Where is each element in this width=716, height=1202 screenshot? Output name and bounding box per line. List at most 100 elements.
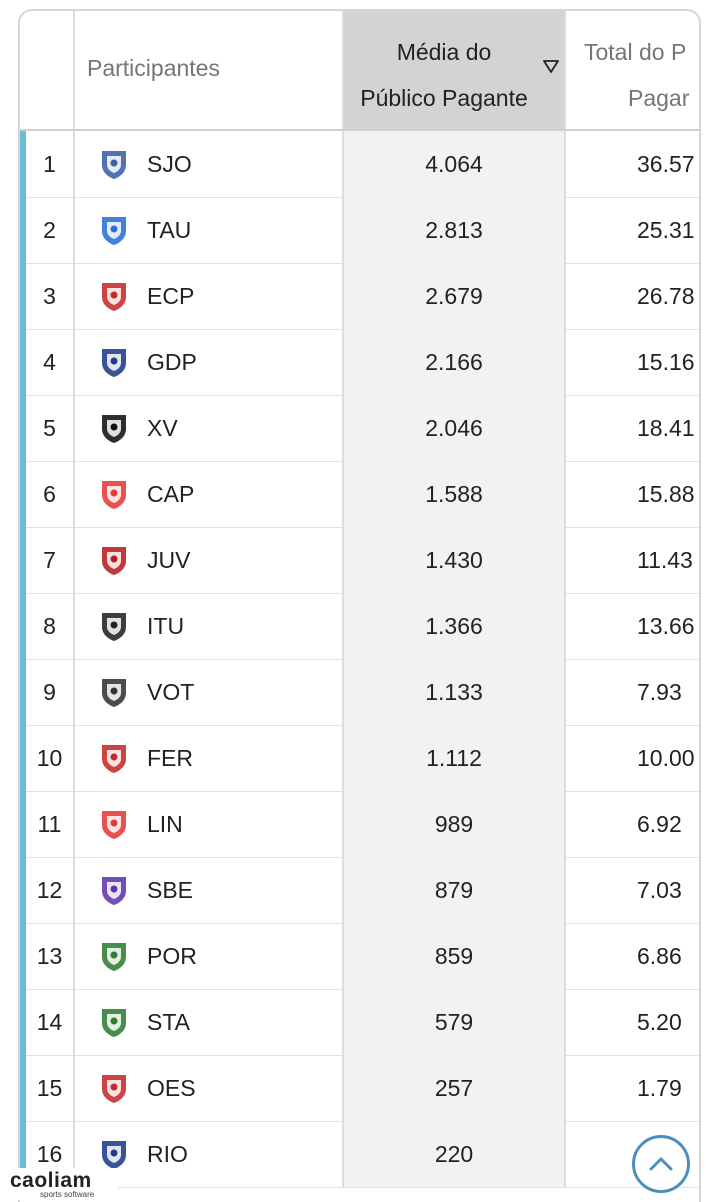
row-total-value: 36.57 <box>637 151 695 177</box>
header-average-attendance[interactable]: Média do Público Pagante <box>344 11 566 129</box>
row-rank: 15 <box>26 1055 75 1121</box>
row-total-value: 5.20 <box>637 1009 682 1035</box>
row-average-attendance: 2.046 <box>344 395 566 461</box>
row-accent-bar <box>20 395 26 461</box>
row-total-value: 7.03 <box>637 877 682 903</box>
team-crest-icon <box>102 877 126 905</box>
row-accent-bar <box>20 131 26 197</box>
table-row[interactable]: 3 ECP 2.679 26.78 <box>20 263 699 330</box>
row-team-abbr: CAP <box>147 481 195 507</box>
ranking-table: Participantes Média do Público Pagante T… <box>18 9 701 1202</box>
table-row[interactable]: 4 GDP 2.166 15.16 <box>20 329 699 396</box>
header-total-attendance[interactable]: Total do P Pagar <box>566 11 699 129</box>
table-row[interactable]: 7 JUV 1.430 11.43 <box>20 527 699 594</box>
table-row[interactable]: 8 ITU 1.366 13.66 <box>20 593 699 660</box>
row-total-attendance: 18.41 <box>566 395 699 461</box>
row-participant: RIO <box>75 1121 344 1187</box>
row-rank: 5 <box>26 395 75 461</box>
row-total-value: 10.00 <box>637 745 695 771</box>
row-rank: 6 <box>26 461 75 527</box>
row-participant: CAP <box>75 461 344 527</box>
row-total-value: 25.31 <box>637 217 695 243</box>
row-accent-bar <box>20 461 26 527</box>
row-average-attendance: 2.679 <box>344 263 566 329</box>
header-participants[interactable]: Participantes <box>75 11 344 129</box>
row-participant: VOT <box>75 659 344 725</box>
row-team-abbr: JUV <box>147 547 191 573</box>
watermark-brand: caoliam <box>10 1169 92 1192</box>
row-team-abbr: SJO <box>147 151 192 177</box>
table-row[interactable]: 15 OES 257 1.79 <box>20 1055 699 1122</box>
table-row[interactable]: 2 TAU 2.813 25.31 <box>20 197 699 264</box>
table-row[interactable]: 10 FER 1.112 10.00 <box>20 725 699 792</box>
row-participant: POR <box>75 923 344 989</box>
scroll-to-top-button[interactable] <box>632 1135 690 1193</box>
row-participant: STA <box>75 989 344 1055</box>
team-crest-icon <box>102 745 126 773</box>
row-rank: 13 <box>26 923 75 989</box>
row-participant: LIN <box>75 791 344 857</box>
row-accent-bar <box>20 527 26 593</box>
row-rank: 12 <box>26 857 75 923</box>
table-row[interactable]: 9 VOT 1.133 7.93 <box>20 659 699 726</box>
row-total-attendance: 6.86 <box>566 923 699 989</box>
row-total-value: 26.78 <box>637 283 695 309</box>
team-crest-icon <box>102 811 126 839</box>
team-crest-icon <box>102 613 126 641</box>
team-crest-icon <box>102 151 126 179</box>
row-team-abbr: POR <box>147 943 197 969</box>
team-crest-icon <box>102 1141 126 1169</box>
team-crest-icon <box>102 349 126 377</box>
row-total-attendance: 25.31 <box>566 197 699 263</box>
row-total-value: 13.66 <box>637 613 695 639</box>
row-accent-bar <box>20 659 26 725</box>
row-rank: 2 <box>26 197 75 263</box>
chevron-up-icon <box>649 1157 673 1171</box>
table-row[interactable]: 1 SJO 4.064 36.57 <box>20 131 699 198</box>
row-accent-bar <box>20 989 26 1055</box>
row-rank: 4 <box>26 329 75 395</box>
row-total-attendance: 36.57 <box>566 131 699 197</box>
sort-desc-icon[interactable] <box>542 57 560 75</box>
row-total-attendance: 1.79 <box>566 1055 699 1121</box>
table-row[interactable]: 12 SBE 879 7.03 <box>20 857 699 924</box>
table-row[interactable]: 11 LIN 989 6.92 <box>20 791 699 858</box>
row-rank: 16 <box>26 1121 75 1187</box>
table-row[interactable]: 16 RIO 220 <box>20 1121 699 1188</box>
row-accent-bar <box>20 593 26 659</box>
team-crest-icon <box>102 1009 126 1037</box>
row-total-attendance: 11.43 <box>566 527 699 593</box>
row-rank: 3 <box>26 263 75 329</box>
table-row[interactable]: 14 STA 579 5.20 <box>20 989 699 1056</box>
table-row[interactable]: 5 XV 2.046 18.41 <box>20 395 699 462</box>
row-accent-bar <box>20 725 26 791</box>
row-total-attendance: 5.20 <box>566 989 699 1055</box>
row-total-attendance: 13.66 <box>566 593 699 659</box>
row-average-attendance: 1.366 <box>344 593 566 659</box>
row-accent-bar <box>20 857 26 923</box>
row-team-abbr: SBE <box>147 877 194 903</box>
header-participants-label: Participantes <box>87 55 220 81</box>
row-team-abbr: GDP <box>147 349 197 375</box>
table-row[interactable]: 13 POR 859 6.86 <box>20 923 699 990</box>
row-rank: 7 <box>26 527 75 593</box>
row-accent-bar <box>20 329 26 395</box>
row-average-attendance: 579 <box>344 989 566 1055</box>
row-team-abbr: RIO <box>147 1141 188 1167</box>
row-average-attendance: 1.430 <box>344 527 566 593</box>
row-rank: 10 <box>26 725 75 791</box>
row-average-attendance: 1.588 <box>344 461 566 527</box>
row-team-abbr: ECP <box>147 283 195 309</box>
table-row[interactable]: 6 CAP 1.588 15.88 <box>20 461 699 528</box>
row-participant: ECP <box>75 263 344 329</box>
row-team-abbr: ITU <box>147 613 185 639</box>
row-participant: TAU <box>75 197 344 263</box>
row-participant: XV <box>75 395 344 461</box>
row-average-attendance: 859 <box>344 923 566 989</box>
row-total-value: 18.41 <box>637 415 695 441</box>
row-average-attendance: 1.133 <box>344 659 566 725</box>
row-participant: SBE <box>75 857 344 923</box>
row-rank: 14 <box>26 989 75 1055</box>
header-total-label: Total do P Pagar <box>584 29 689 121</box>
row-average-attendance: 989 <box>344 791 566 857</box>
